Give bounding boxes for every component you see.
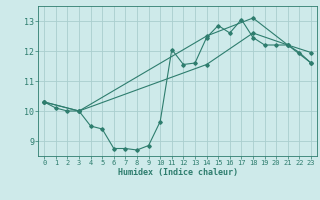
X-axis label: Humidex (Indice chaleur): Humidex (Indice chaleur) (118, 168, 238, 177)
